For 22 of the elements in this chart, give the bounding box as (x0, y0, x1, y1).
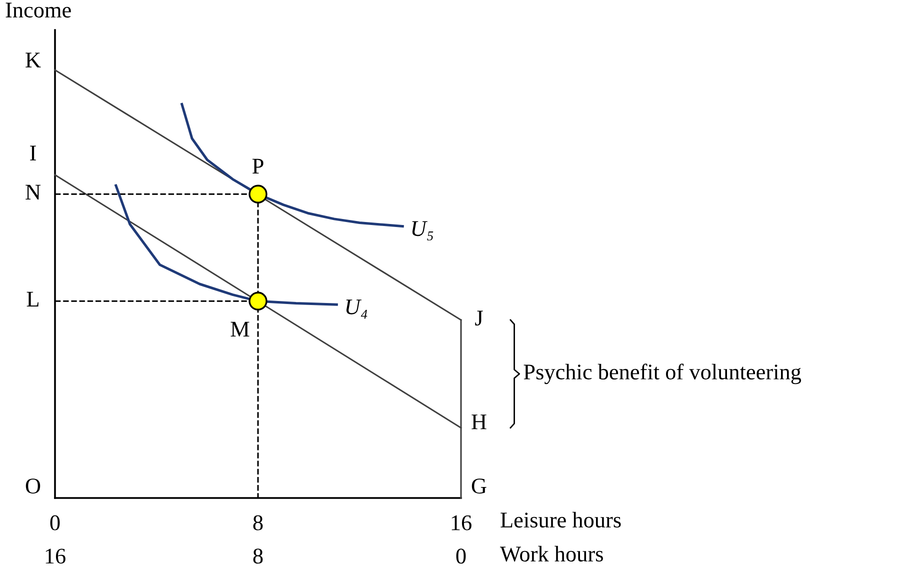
series-label: U₄ (346, 300, 368, 319)
x2-axis-title: Work hours (500, 546, 603, 562)
annotation: P (252, 158, 264, 174)
series-label: U₅ (412, 221, 434, 240)
text: Psychic benefit of volunteering (524, 364, 802, 384)
text: I (30, 146, 36, 160)
x2-tick-label: 8 (253, 548, 263, 564)
annotation: H (472, 414, 486, 430)
annotation: J (475, 310, 483, 326)
x2-tick-label: 0 (456, 548, 466, 564)
text: O (26, 478, 40, 494)
x-tick-label: 16 (452, 515, 472, 530)
x2-tick-label: 16 (46, 548, 66, 564)
annotation: L (26, 292, 38, 306)
x-tick-label: 8 (253, 515, 263, 530)
x-axis-title: Leisure hours (500, 512, 621, 528)
annotation: K (26, 52, 41, 68)
x-tick-label: 0 (50, 515, 60, 530)
annotation: G (472, 478, 486, 494)
y-axis-title: Income (6, 2, 71, 18)
annotation: M (230, 322, 250, 336)
annotation: N (26, 184, 41, 200)
